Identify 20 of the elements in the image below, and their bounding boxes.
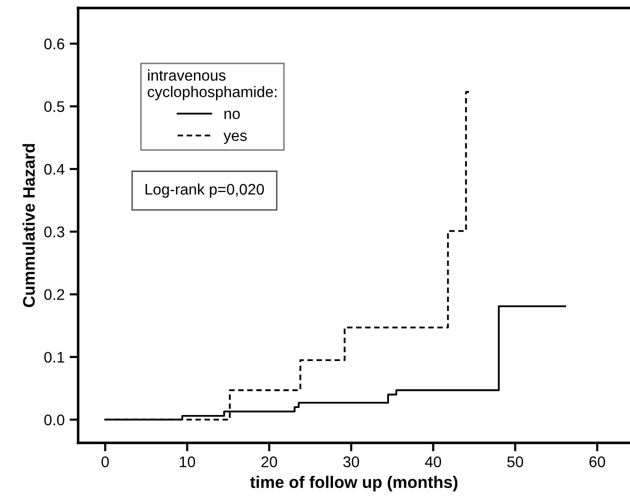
- x-tick-label: 20: [261, 456, 278, 468]
- annotation: Log-rank p=0,020: [146, 183, 264, 198]
- y-tick-label: 0.2: [44, 289, 64, 300]
- x-tick-label: 0: [102, 456, 109, 468]
- y-axis-title: Cummulative Hazard: [22, 144, 35, 308]
- y-tick-label: 0.3: [44, 226, 64, 238]
- x-tick-label: 10: [180, 456, 196, 468]
- x-tick-label: 50: [507, 456, 524, 468]
- legend-label: no: [224, 110, 240, 120]
- x-tick-label: 40: [425, 456, 442, 468]
- y-tick-label: 0.6: [44, 38, 64, 50]
- y-tick-label: 0.4: [44, 164, 64, 175]
- legend-title: intravenous cyclophosphamide:: [148, 70, 276, 100]
- y-tick-label: 0.5: [44, 101, 64, 112]
- x-axis-title: time of follow up (months): [250, 476, 458, 492]
- x-tick-label: 30: [343, 456, 360, 468]
- y-tick-label: 0.0: [44, 414, 64, 426]
- legend-label: yes: [224, 132, 247, 144]
- y-tick-label: 0.1: [44, 352, 64, 363]
- x-tick-label: 60: [589, 456, 606, 468]
